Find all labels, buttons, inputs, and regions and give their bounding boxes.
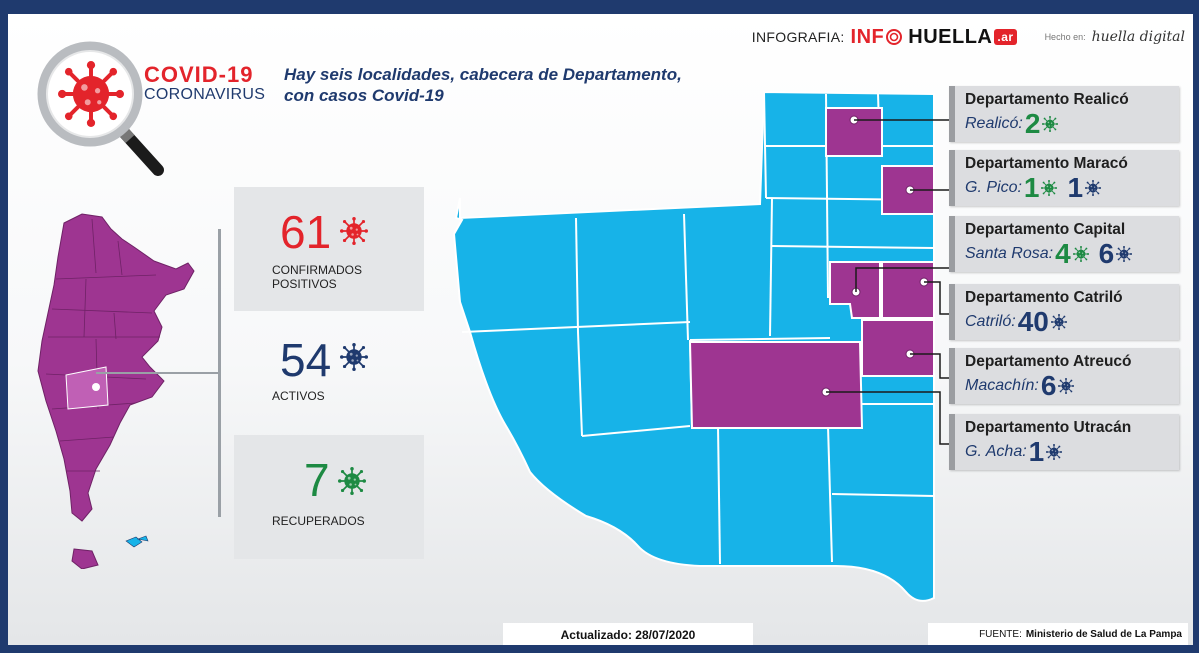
dept-name: Departamento Realicó <box>965 91 1129 108</box>
source-label: FUENTE: <box>979 628 1022 640</box>
dept-name: Departamento Utracán <box>965 419 1132 436</box>
active-label: ACTIVOS <box>272 389 325 403</box>
argentina-map <box>37 213 195 569</box>
active-count: 40 <box>1017 306 1049 337</box>
source-value: Ministerio de Salud de La Pampa <box>1025 628 1182 640</box>
dept-box-capital: Departamento Capital Santa Rosa: 4 6 <box>949 216 1179 272</box>
infographic-frame: INFOGRAFIA: INF HUELLA .ar Hecho en: hue… <box>8 14 1193 645</box>
active-count: 6 <box>1098 238 1115 269</box>
dept-catrilo <box>881 261 935 319</box>
la-pampa-department-map <box>452 90 935 602</box>
dept-detail: G. Pico: 1 1 <box>965 174 1109 202</box>
confirmed-count: 61 <box>280 206 332 258</box>
argentina-mainland <box>37 213 195 522</box>
stat-card-active: 54 ACTIVOS <box>234 310 424 434</box>
dept-atreuco <box>861 319 935 377</box>
dept-box-catrilo: Departamento Catriló Catriló: 40 <box>949 284 1179 340</box>
logo-info-text: INF <box>850 25 885 48</box>
la-pampa-highlight <box>65 366 109 410</box>
confirmed-label-line-1: CONFIRMADOS <box>272 263 362 277</box>
headline-line-1: Hay seis localidades, cabecera de Depart… <box>284 65 682 84</box>
logo-huella-text: HUELLA <box>908 25 993 48</box>
dept-name: Departamento Capital <box>965 221 1126 238</box>
vertical-divider <box>218 229 221 517</box>
covid-title: COVID-19 CORONAVIRUS <box>144 64 265 104</box>
dept-name: Departamento Catriló <box>965 289 1123 306</box>
confirmed-label: CONFIRMADOS POSITIVOS <box>272 263 362 291</box>
virus-icon <box>1073 246 1089 262</box>
logo-ar-badge: .ar <box>994 29 1017 45</box>
headline-line-2: con casos Covid-19 <box>284 86 444 105</box>
locality-name: Realicó: <box>965 115 1023 132</box>
dept-detail: Catriló: 40 <box>965 308 1075 336</box>
la-pampa-marker <box>92 383 100 391</box>
virus-icon <box>1058 378 1074 394</box>
dept-box-maraco: Departamento Maracó G. Pico: 1 1 <box>949 150 1179 206</box>
malvinas-islands <box>125 535 149 548</box>
recovered-count: 7 <box>304 454 330 506</box>
dept-detail: G. Acha: 1 <box>965 438 1070 466</box>
info-huella-logo: INF HUELLA .ar <box>851 26 1017 49</box>
virus-icon <box>1041 180 1057 196</box>
dept-name: Departamento Atreucó <box>965 353 1132 370</box>
virus-icon <box>1116 246 1132 262</box>
active-count: 1 <box>1028 436 1045 467</box>
recovered-count: 4 <box>1055 238 1071 269</box>
huella-digital-logo: huella digital <box>1091 29 1185 45</box>
recovered-label: RECUPERADOS <box>272 514 365 528</box>
locality-name: Macachín: <box>965 377 1039 394</box>
leader-capital <box>855 267 949 292</box>
covid-19-label: COVID-19 <box>144 62 254 87</box>
brand-bar: INFOGRAFIA: INF HUELLA .ar Hecho en: hue… <box>752 24 1185 50</box>
virus-icon <box>1085 180 1101 196</box>
active-count: 1 <box>1067 172 1084 203</box>
dept-detail: Realicó: 2 <box>965 110 1066 138</box>
stat-card-confirmed: 61 CONFIRMADOS POSITIVOS <box>234 187 424 311</box>
active-count: 54 <box>280 334 332 386</box>
active-count: 6 <box>1040 370 1057 401</box>
locality-name: Catriló: <box>965 313 1016 330</box>
leader-atreuco <box>910 353 949 379</box>
leader-lines <box>826 119 949 445</box>
headline: Hay seis localidades, cabecera de Depart… <box>284 64 682 106</box>
leader-catrilo <box>924 281 949 315</box>
dept-detail: Santa Rosa: 4 6 <box>965 240 1140 268</box>
dept-box-realico: Departamento Realicó Realicó: 2 <box>949 86 1179 142</box>
locality-name: G. Pico: <box>965 179 1022 196</box>
infografia-label: INFOGRAFIA: <box>751 29 845 45</box>
leader-utracan <box>826 391 949 445</box>
updated-date: Actualizado: 28/07/2020 <box>503 623 753 645</box>
virus-icon <box>1042 116 1058 132</box>
coronavirus-label: CORONAVIRUS <box>144 86 266 103</box>
dept-detail: Macachín: 6 <box>965 372 1082 400</box>
fingerprint-icon <box>886 29 903 45</box>
locality-name: Santa Rosa: <box>965 245 1054 262</box>
stat-card-recovered: 7 RECUPERADOS <box>234 435 424 559</box>
virus-icon <box>1046 444 1062 460</box>
hecho-en-label: Hecho en: <box>1044 32 1086 42</box>
virus-icon <box>1051 314 1067 330</box>
recovered-count: 2 <box>1024 108 1041 139</box>
dept-utracan <box>688 341 864 429</box>
connector-line <box>96 372 219 374</box>
source-credit: FUENTE: Ministerio de Salud de La Pampa <box>928 623 1188 645</box>
tierra-del-fuego <box>71 548 99 569</box>
recovered-count: 1 <box>1023 172 1040 203</box>
locality-name: G. Acha: <box>965 443 1027 460</box>
confirmed-label-line-2: POSITIVOS <box>272 277 337 291</box>
dept-name: Departamento Maracó <box>965 155 1128 172</box>
dept-box-atreuco: Departamento Atreucó Macachín: 6 <box>949 348 1179 404</box>
dept-box-utracan: Departamento Utracán G. Acha: 1 <box>949 414 1179 470</box>
